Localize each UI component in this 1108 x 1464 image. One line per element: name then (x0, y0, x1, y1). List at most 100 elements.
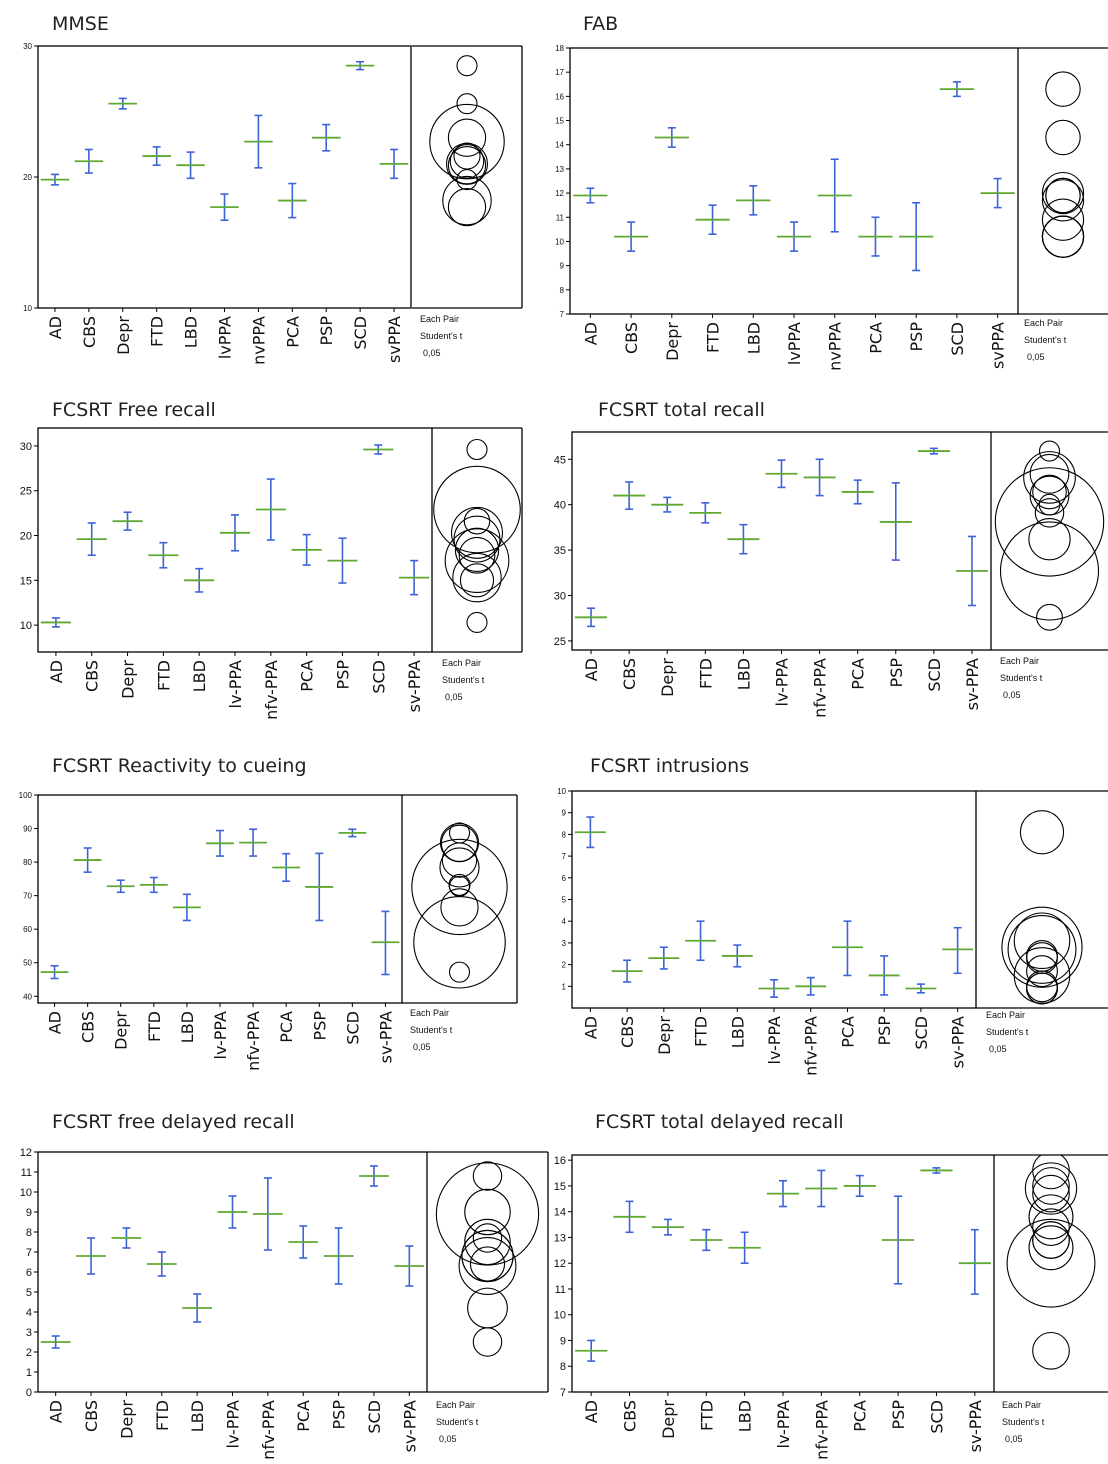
x-tick-label: Depr (114, 316, 133, 355)
legend-text: Each Pair (986, 1010, 1025, 1020)
x-tick-label: sv-PPA (966, 1400, 985, 1452)
legend-text: Each Pair (420, 314, 459, 324)
x-tick-label: lv-PPA (226, 660, 245, 709)
panel-8: FCSRT total delayed recall 7 8 9 10 11 12 13 14 1… (554, 1111, 1108, 1460)
y-tick-label: 6 (26, 1267, 32, 1279)
comparison-circle (464, 1218, 511, 1266)
legend-text: Each Pair (436, 1400, 475, 1410)
panel-6: FCSRT intrusions 1 2 3 4 5 6 7 8 9 10 AD CBS Depr FTD L… (557, 755, 1108, 1076)
y-tick-label: 9 (560, 1335, 566, 1347)
y-tick-label: 35 (554, 545, 566, 557)
comparison-circle (1028, 517, 1071, 561)
comparison-circle (449, 143, 485, 179)
comparison-circle (1032, 1167, 1070, 1205)
comparison-circle (1026, 955, 1058, 988)
panel-title: FCSRT intrusions (590, 755, 749, 777)
y-tick-label: 7 (560, 310, 565, 319)
panel-title: FCSRT Reactivity to cueing (52, 755, 307, 777)
comparison-circle (458, 536, 496, 574)
x-tick-label: PSP (310, 1011, 329, 1041)
comparison-circle (472, 1327, 503, 1357)
panel-3: FCSRT Free recall 10 15 20 25 30 AD CBS Depr FTD L… (20, 399, 523, 720)
y-tick-label: 4 (26, 1307, 32, 1319)
x-tick-label: AD (581, 322, 600, 345)
comparison-circle (1028, 1194, 1074, 1240)
x-tick-label: PCA (283, 316, 302, 348)
y-tick-label: 15 (554, 1181, 566, 1193)
comparison-circle (1032, 1155, 1070, 1190)
x-tick-label: PCA (277, 1011, 296, 1043)
comparison-circle (1032, 1221, 1070, 1259)
x-tick-label: FTD (696, 658, 715, 689)
y-tick-label: 16 (554, 1155, 566, 1167)
x-tick-label: SCD (351, 316, 370, 350)
legend-text: Student's t (442, 675, 485, 685)
y-tick-label: 8 (560, 1361, 566, 1373)
x-tick-label: FTD (704, 322, 723, 353)
y-tick-label: 90 (23, 825, 32, 834)
comparison-circle (1028, 1225, 1074, 1271)
x-tick-label: lv-PPA (765, 1016, 784, 1065)
x-tick-label: nfv-PPA (244, 1011, 263, 1071)
comparison-circle (1032, 1208, 1070, 1246)
x-tick-label: LBD (734, 658, 753, 690)
legend-text: Each Pair (442, 658, 481, 668)
x-tick-label: CBS (621, 1400, 640, 1432)
x-tick-label: CBS (618, 1016, 637, 1048)
comparison-circle (1045, 119, 1081, 156)
legend: Each Pair Student's t 0,05 (986, 1010, 1029, 1054)
y-tick-label: 11 (21, 1167, 32, 1179)
comparison-circle (454, 527, 500, 573)
x-tick-label: Depr (659, 1400, 678, 1439)
y-tick-label: 25 (20, 486, 32, 498)
x-tick-label: PSP (889, 1400, 908, 1430)
x-tick-label: FTD (153, 1400, 172, 1431)
x-tick-label: lvPPA (216, 316, 235, 359)
panel-2: FAB 7 8 9 10 11 12 13 14 15 16 17 18 AD CBS Depr FTD LBD l… (555, 13, 1108, 371)
y-tick-label: 70 (23, 892, 32, 901)
legend: Each Pair Student's t 0,05 (1000, 656, 1043, 700)
x-tick-label: LBD (190, 660, 209, 692)
legend: Each Pair Student's t 0,05 (420, 314, 463, 358)
x-tick-label: AD (582, 658, 601, 681)
comparison-circle (439, 847, 480, 888)
comparison-circle (464, 1188, 511, 1236)
x-tick-label: FTD (697, 1400, 716, 1431)
x-tick-label: Depr (112, 1011, 131, 1050)
comparison-circle (456, 55, 478, 77)
x-tick-label: nfv-PPA (811, 658, 830, 718)
x-tick-label: LBD (736, 1400, 755, 1432)
legend-text: 0,05 (445, 692, 463, 702)
x-tick-label: Depr (658, 658, 677, 697)
x-tick-label: sv-PPA (376, 1011, 395, 1063)
y-tick-label: 5 (26, 1287, 32, 1299)
comparison-circle (453, 515, 501, 563)
panel-title: FCSRT total delayed recall (595, 1111, 844, 1133)
y-tick-label: 60 (23, 925, 32, 934)
x-tick-label: nfv-PPA (259, 1400, 278, 1460)
legend-text: Student's t (1000, 673, 1043, 683)
y-tick-label: 80 (23, 858, 32, 867)
x-tick-label: Depr (655, 1016, 674, 1055)
panel-title: FCSRT free delayed recall (52, 1111, 295, 1133)
y-tick-label: 50 (23, 959, 32, 968)
comparison-circle (456, 93, 478, 115)
comparison-circle (447, 118, 487, 157)
plot-frame (37, 45, 412, 309)
comparison-circle (442, 175, 492, 226)
x-tick-label: Depr (117, 1400, 136, 1439)
comparison-circle (447, 146, 487, 185)
x-tick-label: lvPPA (785, 322, 804, 365)
legend-text: Student's t (1002, 1417, 1045, 1427)
comparison-circles (433, 438, 521, 633)
legend-text: 0,05 (413, 1042, 431, 1052)
comparison-circle (1001, 906, 1083, 988)
comparison-circle (1045, 177, 1081, 214)
y-tick-label: 12 (554, 1258, 566, 1270)
comparison-circle (1024, 1162, 1078, 1215)
x-tick-label: sv-PPA (949, 1016, 968, 1068)
y-tick-label: 4 (562, 917, 567, 926)
comparison-circle (448, 873, 471, 896)
y-tick-label: 10 (20, 620, 32, 632)
x-tick-label: LBD (728, 1016, 747, 1048)
